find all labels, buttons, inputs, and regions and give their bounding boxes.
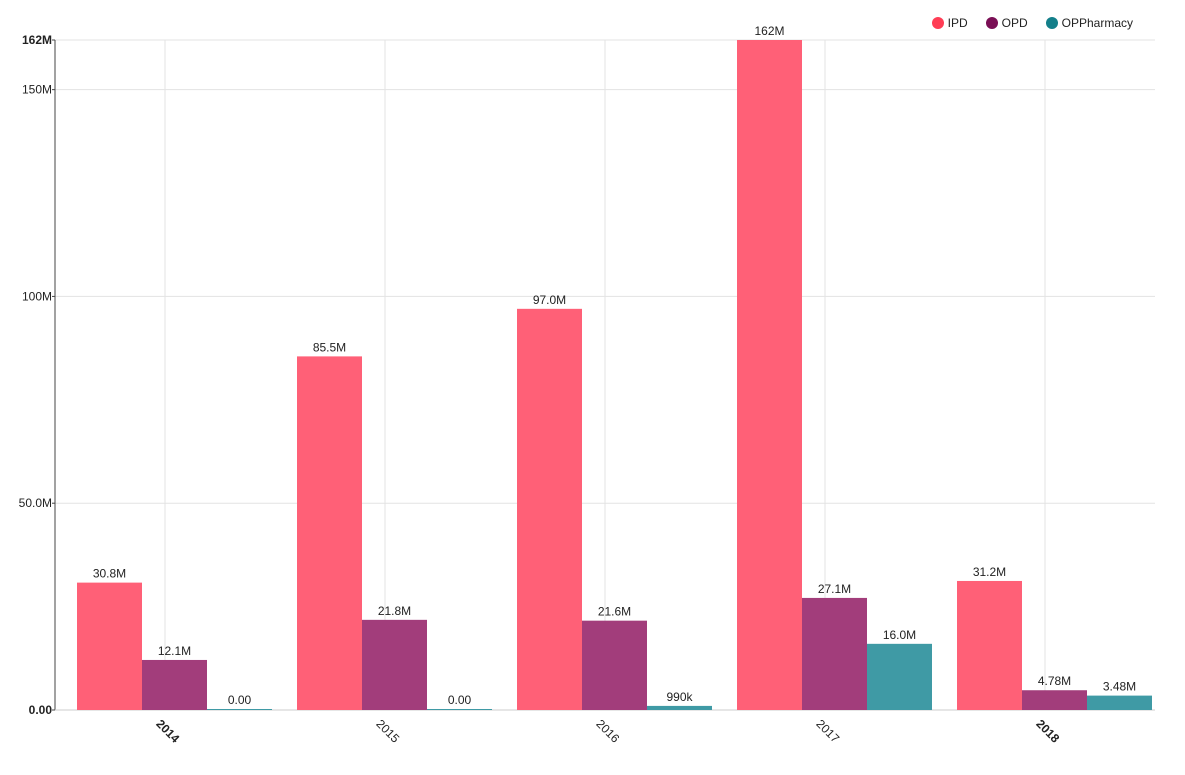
data-label: 97.0M: [533, 293, 566, 307]
bar-ipd-2016[interactable]: [517, 308, 582, 710]
bar-opd-2015[interactable]: [362, 619, 427, 710]
bar-ipd-2018[interactable]: [957, 580, 1022, 710]
bar-oppharmacy-2014[interactable]: [207, 709, 272, 710]
y-tick-label: 162M: [22, 33, 52, 47]
bar-ipd-2014[interactable]: [77, 582, 142, 710]
bar-oppharmacy-2015[interactable]: [427, 709, 492, 710]
legend-label: OPD: [1001, 16, 1028, 30]
legend-label: OPPharmacy: [1061, 16, 1133, 30]
legend-dot-icon: [931, 17, 944, 29]
legend-item-opd[interactable]: OPD: [985, 16, 1028, 30]
bar-oppharmacy-2017[interactable]: [867, 643, 932, 710]
data-label: 21.8M: [378, 604, 411, 618]
chart-legend: IPD OPD OPPharmacy: [931, 16, 1133, 30]
data-label: 21.6M: [598, 605, 631, 619]
legend-item-oppharmacy[interactable]: OPPharmacy: [1045, 16, 1133, 30]
data-label: 16.0M: [883, 628, 916, 642]
data-label: 0.00: [228, 693, 252, 707]
data-label: 3.48M: [1103, 680, 1136, 694]
data-label: 12.1M: [158, 644, 191, 658]
bar-opd-2017[interactable]: [802, 597, 867, 710]
legend-dot-icon: [985, 17, 998, 29]
bar-ipd-2015[interactable]: [297, 356, 362, 710]
y-tick-label: 50.0M: [19, 496, 52, 510]
x-tick-label: 2016: [593, 717, 622, 746]
legend-dot-icon: [1045, 17, 1058, 29]
data-label: 162M: [754, 24, 784, 38]
bar-opd-2014[interactable]: [142, 659, 207, 710]
data-label: 0.00: [448, 693, 472, 707]
x-tick-label: 2018: [1033, 717, 1062, 746]
x-tick-label: 2015: [373, 717, 402, 746]
bar-oppharmacy-2016[interactable]: [647, 705, 712, 710]
data-label: 30.8M: [93, 567, 126, 581]
y-tick-label: 0.00: [29, 703, 53, 717]
data-label: 990k: [666, 690, 693, 704]
bar-oppharmacy-2018[interactable]: [1087, 695, 1152, 710]
x-tick-label: 2014: [153, 717, 182, 746]
y-tick-label: 150M: [22, 83, 52, 97]
data-label: 85.5M: [313, 340, 346, 354]
x-tick-label: 2017: [813, 717, 842, 746]
legend-label: IPD: [947, 16, 968, 30]
data-label: 31.2M: [973, 565, 1006, 579]
data-label: 4.78M: [1038, 674, 1071, 688]
bar-opd-2018[interactable]: [1022, 690, 1087, 710]
y-tick-label: 100M: [22, 289, 52, 303]
data-label: 27.1M: [818, 582, 851, 596]
bar-ipd-2017[interactable]: [737, 40, 802, 710]
legend-item-ipd[interactable]: IPD: [931, 16, 968, 30]
bar-opd-2016[interactable]: [582, 620, 647, 710]
